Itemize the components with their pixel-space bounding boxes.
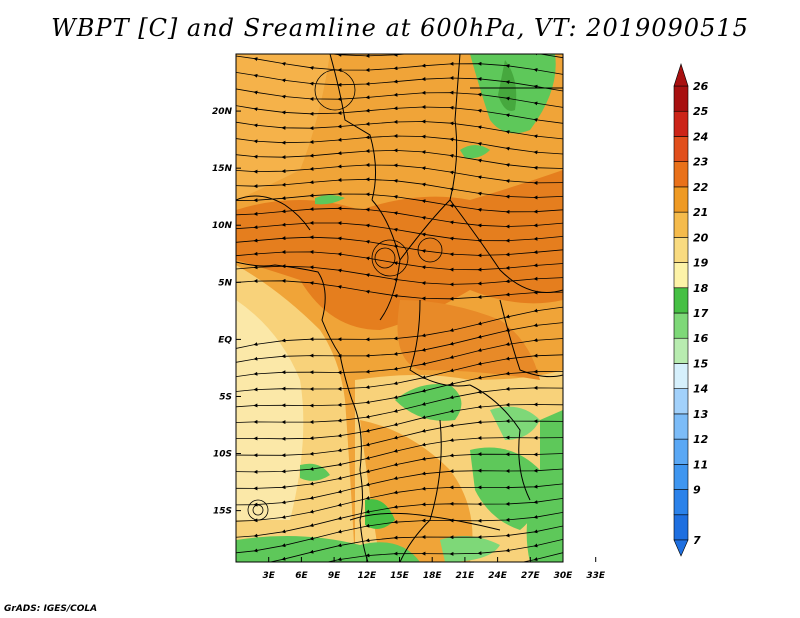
colorbar-swatch	[673, 363, 689, 389]
colorbar-label: 18	[693, 282, 709, 295]
colorbar-swatch	[673, 514, 689, 541]
colorbar-swatch	[673, 438, 689, 465]
streamline	[236, 71, 563, 92]
colorbar-label: 9	[693, 484, 701, 497]
lat-label: 20N	[212, 107, 233, 117]
colorbar-label: 19	[693, 257, 709, 270]
streamline-vortex	[371, 239, 409, 277]
wbpt-field	[236, 54, 563, 562]
streamline	[253, 54, 563, 59]
colorbar-label: 25	[693, 105, 709, 118]
lon-label: 24E	[488, 571, 508, 581]
lat-label: 5N	[218, 278, 232, 288]
streamline	[236, 104, 563, 124]
lon-label: 3E	[262, 571, 275, 581]
lon-label: 6E	[295, 571, 308, 581]
colorbar: 7 9 11 12 13 14 15 16 17 18 19 20 21 22 23 24 25 26	[673, 63, 709, 557]
lon-label: 30E	[554, 571, 574, 581]
credit-text: GrADS: IGES/COLA	[4, 604, 98, 614]
streamline-vortex	[374, 247, 396, 269]
streamline	[236, 133, 563, 155]
lon-label: 33E	[586, 571, 606, 581]
latitude-labels: 20N 15N 10N 5N EQ 5S 10S 15S	[212, 107, 241, 517]
colorbar-swatch	[673, 85, 689, 112]
lat-label: 15S	[213, 507, 232, 517]
lat-label: EQ	[218, 335, 232, 345]
streamline	[236, 278, 563, 301]
colorbar-label: 12	[693, 433, 709, 446]
streamline	[236, 119, 563, 140]
colorbar-swatch	[673, 312, 689, 339]
colorbar-swatch	[673, 464, 689, 490]
colorbar-swatch	[673, 136, 689, 162]
colorbar-label: 24	[693, 130, 708, 143]
colorbar-swatch	[673, 161, 689, 188]
streamline-vortex	[252, 504, 264, 516]
lon-label: 18E	[423, 571, 443, 581]
lon-label: 15E	[390, 571, 410, 581]
colorbar-max-triangle	[673, 63, 689, 87]
streamlines	[236, 54, 563, 562]
colorbar-label: 15	[693, 357, 709, 370]
streamline	[236, 88, 563, 108]
streamline	[253, 539, 563, 562]
colorbar-swatch	[673, 388, 689, 415]
lon-label: 9E	[328, 571, 341, 581]
colorbar-swatch	[673, 413, 689, 440]
streamline-vortex	[247, 499, 269, 521]
colorbar-label: 26	[693, 80, 709, 93]
colorbar-swatch	[673, 110, 689, 137]
colorbar-swatch	[673, 262, 689, 289]
colorbar-swatch	[673, 489, 689, 516]
colorbar-label: 23	[693, 156, 709, 169]
colorbar-label: 17	[693, 307, 709, 320]
colorbar-swatch	[673, 237, 689, 263]
colorbar-label: 11	[693, 458, 708, 471]
colorbar-label: 16	[693, 332, 709, 345]
colorbar-swatch	[673, 211, 689, 238]
lat-label: 5S	[219, 392, 232, 402]
streamline	[236, 55, 563, 75]
lat-label: 10S	[213, 450, 232, 460]
lon-label: 12E	[357, 571, 377, 581]
map-title: WBPT [C] and Sreamline at 600hPa, VT: 20…	[51, 14, 749, 42]
streamline-vortex	[314, 69, 356, 111]
streamline-vortex	[417, 237, 443, 263]
colorbar-swatch	[673, 287, 689, 314]
longitude-labels: 3E 6E 9E 12E 15E 18E 21E 24E 27E 30E 33E	[262, 557, 606, 581]
colorbar-label: 20	[693, 231, 709, 244]
colorbar-min-triangle	[673, 539, 689, 557]
colorbar-label: 21	[693, 206, 708, 219]
colorbar-swatch	[673, 186, 689, 213]
colorbar-label: 13	[693, 408, 709, 421]
lat-label: 10N	[212, 221, 233, 231]
lon-label: 21E	[456, 571, 476, 581]
colorbar-label: 7	[693, 534, 701, 547]
colorbar-label: 22	[693, 181, 709, 194]
colorbar-swatch	[673, 337, 689, 364]
colorbar-label: 14	[693, 383, 708, 396]
lat-label: 15N	[212, 164, 233, 174]
lon-label: 27E	[521, 571, 541, 581]
